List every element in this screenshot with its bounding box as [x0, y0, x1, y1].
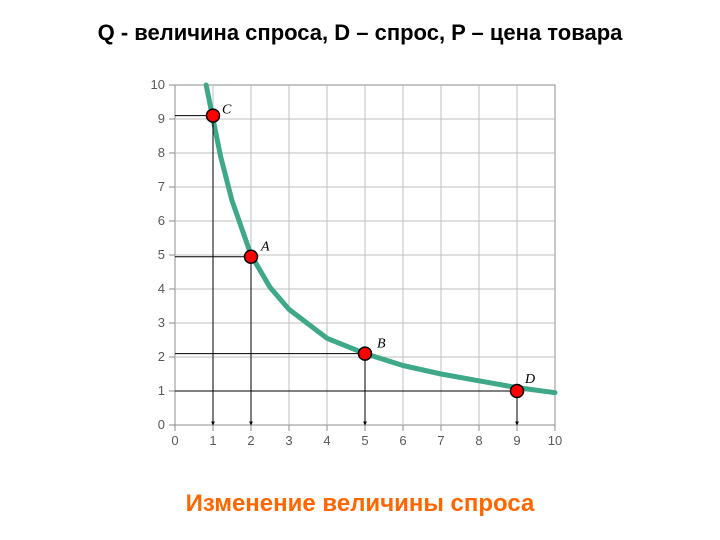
- y-tick-label: 7: [158, 179, 165, 194]
- y-tick-label: 10: [151, 77, 165, 92]
- chart-point-label: D: [524, 372, 535, 387]
- x-tick-label: 2: [247, 433, 254, 448]
- chart-point: [207, 109, 220, 122]
- x-tick-label: 0: [171, 433, 178, 448]
- chart-svg: 0 1 2 3 4 5 6 7 8 9 10 0 1 2 3 4 5 6 7 8 9 10 C A B D: [125, 75, 595, 475]
- demand-chart: 0 1 2 3 4 5 6 7 8 9 10 0 1 2 3 4 5 6 7 8 9 10 C A B D: [125, 75, 595, 475]
- x-tick-label: 1: [209, 433, 216, 448]
- y-tick-label: 4: [158, 281, 165, 296]
- chart-point-label: A: [260, 240, 270, 255]
- chart-point: [245, 250, 258, 263]
- y-tick-label: 6: [158, 213, 165, 228]
- x-tick-label: 9: [513, 433, 520, 448]
- chart-point-label: B: [377, 337, 386, 352]
- y-tick-label: 5: [158, 247, 165, 262]
- x-tick-label: 4: [323, 433, 330, 448]
- x-tick-label: 5: [361, 433, 368, 448]
- x-tick-label: 8: [475, 433, 482, 448]
- y-tick-label: 9: [158, 111, 165, 126]
- x-tick-label: 3: [285, 433, 292, 448]
- y-tick-label: 2: [158, 349, 165, 364]
- y-tick-label: 0: [158, 417, 165, 432]
- chart-point-label: C: [222, 103, 232, 118]
- page-subtitle: Изменение величины спроса: [0, 490, 720, 518]
- y-tick-label: 8: [158, 145, 165, 160]
- y-tick-label: 3: [158, 315, 165, 330]
- chart-point: [359, 347, 372, 360]
- page-title: Q - величина спроса, D – спрос, P – цена…: [0, 20, 720, 46]
- chart-point: [511, 385, 524, 398]
- x-tick-label: 7: [437, 433, 444, 448]
- x-tick-label: 10: [548, 433, 562, 448]
- x-tick-label: 6: [399, 433, 406, 448]
- y-tick-label: 1: [158, 383, 165, 398]
